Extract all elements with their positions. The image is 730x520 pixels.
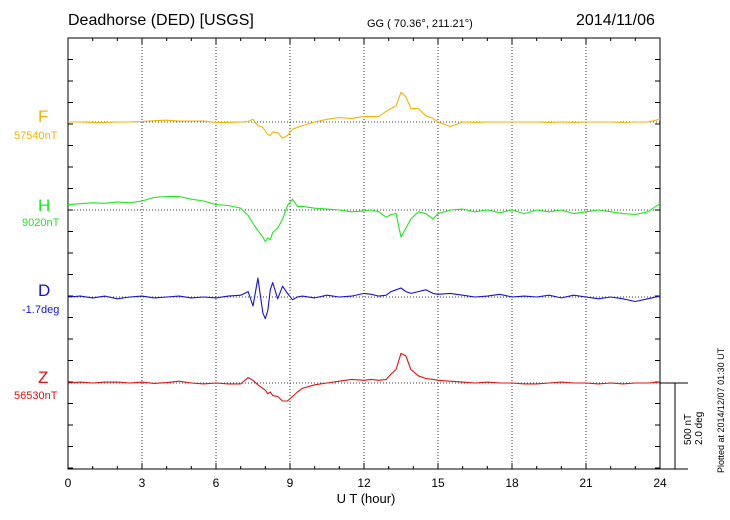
scale-nt-label: 500 nT: [683, 413, 694, 445]
series-f-line: [68, 91, 661, 139]
series-f-baseline: 57540nT: [14, 130, 58, 142]
x-tick-label: 6: [213, 476, 220, 490]
grid-lines: [68, 38, 660, 469]
station-title: Deadhorse (DED) [USGS]: [68, 12, 254, 29]
series-z-baseline: 56530nT: [14, 390, 58, 402]
x-tick-label: 3: [139, 476, 146, 490]
series-d-name: D: [38, 281, 51, 300]
series-lines: [67, 91, 661, 402]
scale-bar: [660, 382, 688, 470]
x-tick-label: 21: [579, 476, 593, 490]
plotted-timestamp: Plotted at 2014/12/07 01:30 UT: [716, 347, 726, 473]
scale-deg-label: 2.0 deg: [694, 411, 705, 445]
series-d-baseline: -1.7deg: [22, 304, 60, 316]
x-tick-label: 12: [357, 476, 371, 490]
x-tick-label: 9: [287, 476, 294, 490]
coordinates-label: GG ( 70.36°, 211.21°): [367, 18, 473, 30]
series-h-name: H: [38, 196, 51, 215]
series-h-baseline: 9020nT: [22, 217, 60, 229]
date-label: 2014/11/06: [576, 12, 655, 29]
series-z-line: [67, 352, 661, 402]
series-f-name: F: [38, 107, 49, 126]
series-d-line: [67, 277, 661, 320]
x-tick-label: 15: [431, 476, 445, 490]
x-tick-label: 24: [653, 476, 667, 490]
x-tick-labels: 0 3 6 9 12 15 18 21 24: [65, 476, 667, 490]
series-h-line: [67, 195, 661, 243]
x-axis-title: U T (hour): [337, 491, 396, 506]
x-tick-label: 0: [65, 476, 72, 490]
x-tick-label: 18: [505, 476, 519, 490]
series-z-name: Z: [38, 368, 49, 387]
